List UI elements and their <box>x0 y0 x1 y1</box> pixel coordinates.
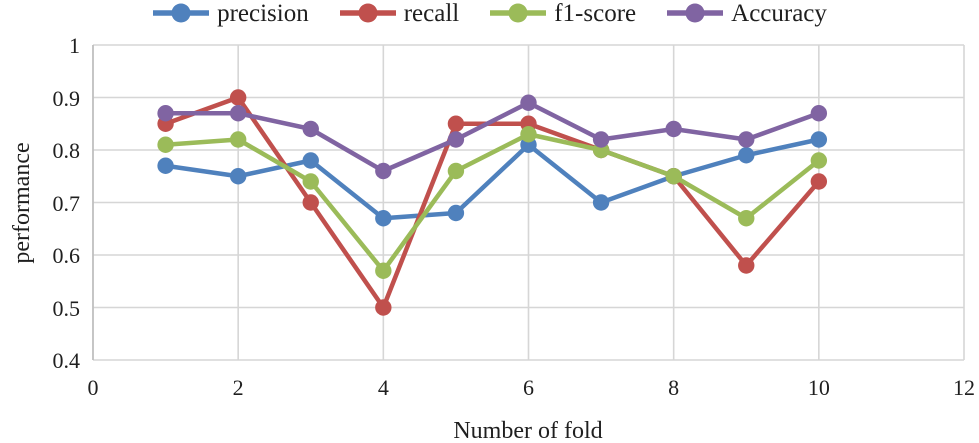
x-tick-label: 0 <box>87 375 99 400</box>
series-marker-Accuracy <box>592 131 610 148</box>
series-marker-recall <box>810 173 828 190</box>
x-axis-title: Number of fold <box>453 418 603 443</box>
series-marker-Accuracy <box>810 105 828 122</box>
series-line-precision <box>163 137 822 221</box>
y-tick-label: 0.8 <box>52 138 81 163</box>
x-tick-label: 2 <box>232 375 244 400</box>
series-marker-recall <box>447 115 465 132</box>
series-marker-precision <box>229 168 247 185</box>
series-marker-Accuracy <box>302 120 319 138</box>
legend-label: Accuracy <box>731 0 827 27</box>
series-marker-f1-score <box>447 162 465 180</box>
legend-marker-dot <box>358 3 378 23</box>
series-marker-f1-score <box>810 152 828 169</box>
legend-marker-dot <box>508 3 528 23</box>
series-marker-precision <box>157 157 174 174</box>
series-marker-recall <box>229 89 247 106</box>
x-tick-label: 10 <box>807 375 830 400</box>
series-marker-f1-score <box>375 262 392 279</box>
legend-item-recall: recall <box>339 0 460 27</box>
series-marker-Accuracy <box>229 105 247 122</box>
x-tick-label: 4 <box>377 375 389 400</box>
series-marker-Accuracy <box>447 131 465 148</box>
legend-label: precision <box>217 0 309 27</box>
legend-marker-icon <box>339 3 396 23</box>
series-line-recall <box>163 95 822 310</box>
series-marker-precision <box>302 152 319 169</box>
chart-legend: precision recall f1-score Accuracy <box>0 0 979 29</box>
series-marker-precision <box>592 194 610 211</box>
y-tick-label: 0.7 <box>52 190 81 216</box>
series-marker-Accuracy <box>157 105 174 122</box>
series-marker-precision <box>375 210 392 227</box>
x-tick-label: 12 <box>953 375 975 400</box>
x-tick-label: 6 <box>523 375 534 400</box>
series-marker-precision <box>738 147 755 164</box>
legend-marker-dot <box>171 3 191 23</box>
legend-marker-icon <box>490 3 547 23</box>
series-marker-Accuracy <box>665 120 682 138</box>
series-marker-recall <box>302 194 319 211</box>
series-marker-Accuracy <box>375 162 392 180</box>
series-marker-recall <box>375 299 392 316</box>
y-tick-label: 0.5 <box>52 295 81 321</box>
series-marker-f1-score <box>520 126 537 143</box>
legend-marker-icon <box>667 3 724 23</box>
legend-marker-dot <box>685 3 705 23</box>
series-line-Accuracy <box>163 100 822 174</box>
series-marker-f1-score <box>302 173 319 190</box>
y-tick-label: 1 <box>69 33 80 58</box>
series-marker-f1-score <box>229 131 247 148</box>
series-marker-f1-score <box>738 210 755 227</box>
series-marker-Accuracy <box>738 131 755 148</box>
series-marker-precision <box>447 204 465 222</box>
y-tick-label: 0.4 <box>52 348 81 373</box>
series-marker-precision <box>810 131 828 148</box>
x-tick-label: 8 <box>668 375 680 400</box>
legend-item-Accuracy: Accuracy <box>666 1 827 26</box>
legend-item-f1-score: f1-score <box>489 1 636 26</box>
legend-label: f1-score <box>554 0 637 27</box>
series-marker-Accuracy <box>520 94 537 111</box>
legend-label: recall <box>403 0 460 27</box>
series-marker-f1-score <box>665 168 682 185</box>
series-line-f1-score <box>163 132 822 273</box>
legend-item-precision: precision <box>152 1 309 26</box>
y-tick-label: 0.9 <box>52 85 81 111</box>
y-tick-label: 0.6 <box>52 243 81 268</box>
series-marker-f1-score <box>157 136 174 153</box>
legend-marker-icon <box>153 3 210 23</box>
series-marker-recall <box>738 257 755 274</box>
